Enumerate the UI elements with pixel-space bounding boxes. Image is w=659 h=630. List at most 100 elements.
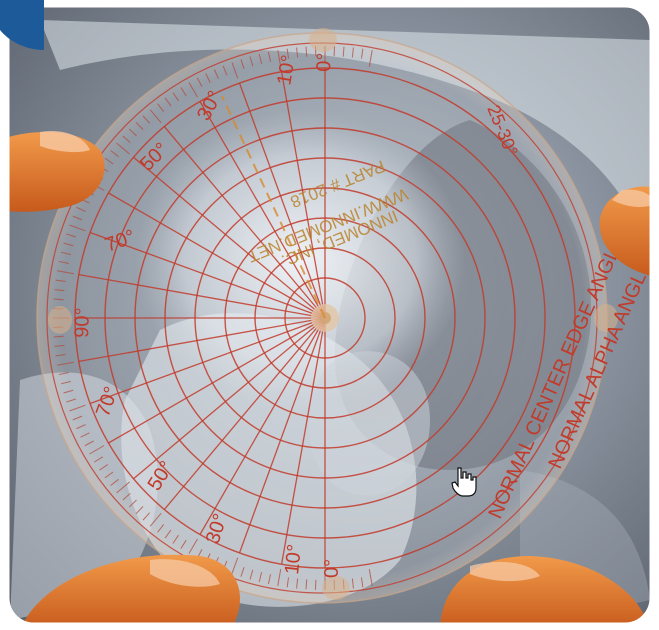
scale-tick [360,48,364,59]
scale-tick [128,128,137,137]
scale-tick [222,65,228,76]
scale-tick [116,481,130,494]
scale-tick [249,569,254,580]
grid-spoke [280,317,326,565]
angle-indicator-line [221,95,326,319]
grid-spoke [280,71,326,319]
scale-tick [286,577,290,588]
scale-tick [69,224,86,232]
scale-tick [258,53,263,64]
scale-tick [188,538,198,554]
scale-tick [213,69,219,79]
hand-cursor-icon [451,467,477,497]
fingers [8,130,651,624]
scale-tick [57,361,74,366]
photo-frame [6,4,653,626]
scale-tick [104,157,114,165]
scale-tick [60,380,71,385]
scale-tick [231,62,239,79]
scale-tick [164,97,172,107]
left-hole [48,306,72,334]
scale-tick [76,206,86,212]
corner-accent [0,0,44,50]
scale-tick [55,353,66,357]
scale-tick [94,456,104,463]
scale-tick [249,56,254,67]
scale-tick [84,440,94,447]
grid-spoke [238,82,326,319]
top-hole [309,28,337,52]
scale-tick [122,492,131,501]
scale-tick [172,534,179,544]
grid-spoke [108,192,326,319]
scale-tick [53,335,64,338]
scale-tick [110,478,119,486]
scale-tick [157,524,165,533]
label-10-bottom: 10° [281,543,306,575]
grid-spoke [163,317,326,510]
scale-tick [66,398,76,403]
scale-tick [305,579,308,590]
scale-tick [164,529,172,539]
right-hole [594,304,618,332]
label-10-top: 10° [273,53,300,87]
grid-spoke [199,317,326,535]
scale-tick [55,279,66,283]
grid-spoke [133,156,326,319]
label-90: 90° [71,307,94,338]
scale-tick [66,233,76,238]
scale-tick [180,87,187,97]
scale-tick [258,572,263,583]
scale-tick [172,92,179,102]
scale-tick [149,109,162,123]
scale-tick [76,424,86,430]
scale-tick [54,344,65,347]
grid-spoke [133,317,326,480]
grid-spoke [199,101,326,319]
scale-tick [99,464,109,471]
scale-tick [277,50,282,67]
scale-tick [342,46,345,57]
label-0-top: 0° [313,52,336,72]
scale-tick [205,73,211,83]
scale-tick [72,215,83,221]
grid-spoke [108,317,326,444]
scale-tick [80,432,90,438]
scale-tick [157,103,165,112]
scale-tick [296,578,299,589]
scale-tick [196,77,203,87]
scale-tick [305,46,308,57]
scale-tick [110,150,119,158]
scale-tick [360,577,364,588]
scale-tick [368,569,373,586]
grid-spoke [78,273,326,319]
scale-tick [135,506,144,515]
grid-spoke [163,126,326,319]
grid-spoke [89,317,326,405]
label-0-bottom: 0° [321,559,343,578]
scale-tick [142,115,151,124]
scale-tick [116,142,130,155]
scale-tick [63,242,74,247]
scale-tick [296,47,299,58]
scale-tick [286,48,290,59]
scale-tick [180,539,187,549]
grid-spoke [89,231,326,319]
scale-tick [72,415,83,421]
scale-tick [53,298,64,301]
grid-spoke [238,317,326,554]
scale-tick [231,557,239,574]
scale-tick [60,251,71,256]
protractor-disk [36,28,618,604]
scale-tick [351,47,354,58]
grid-spoke [78,317,326,363]
scale-tick [135,121,144,130]
scale-tick [240,59,245,69]
scale-tick [63,389,74,394]
scale-tick [104,471,114,479]
scale-tick [142,512,151,521]
bottom-hole [322,576,350,600]
scale-tick [368,50,373,67]
scale-tick [188,82,198,98]
scale-tick [69,404,86,412]
